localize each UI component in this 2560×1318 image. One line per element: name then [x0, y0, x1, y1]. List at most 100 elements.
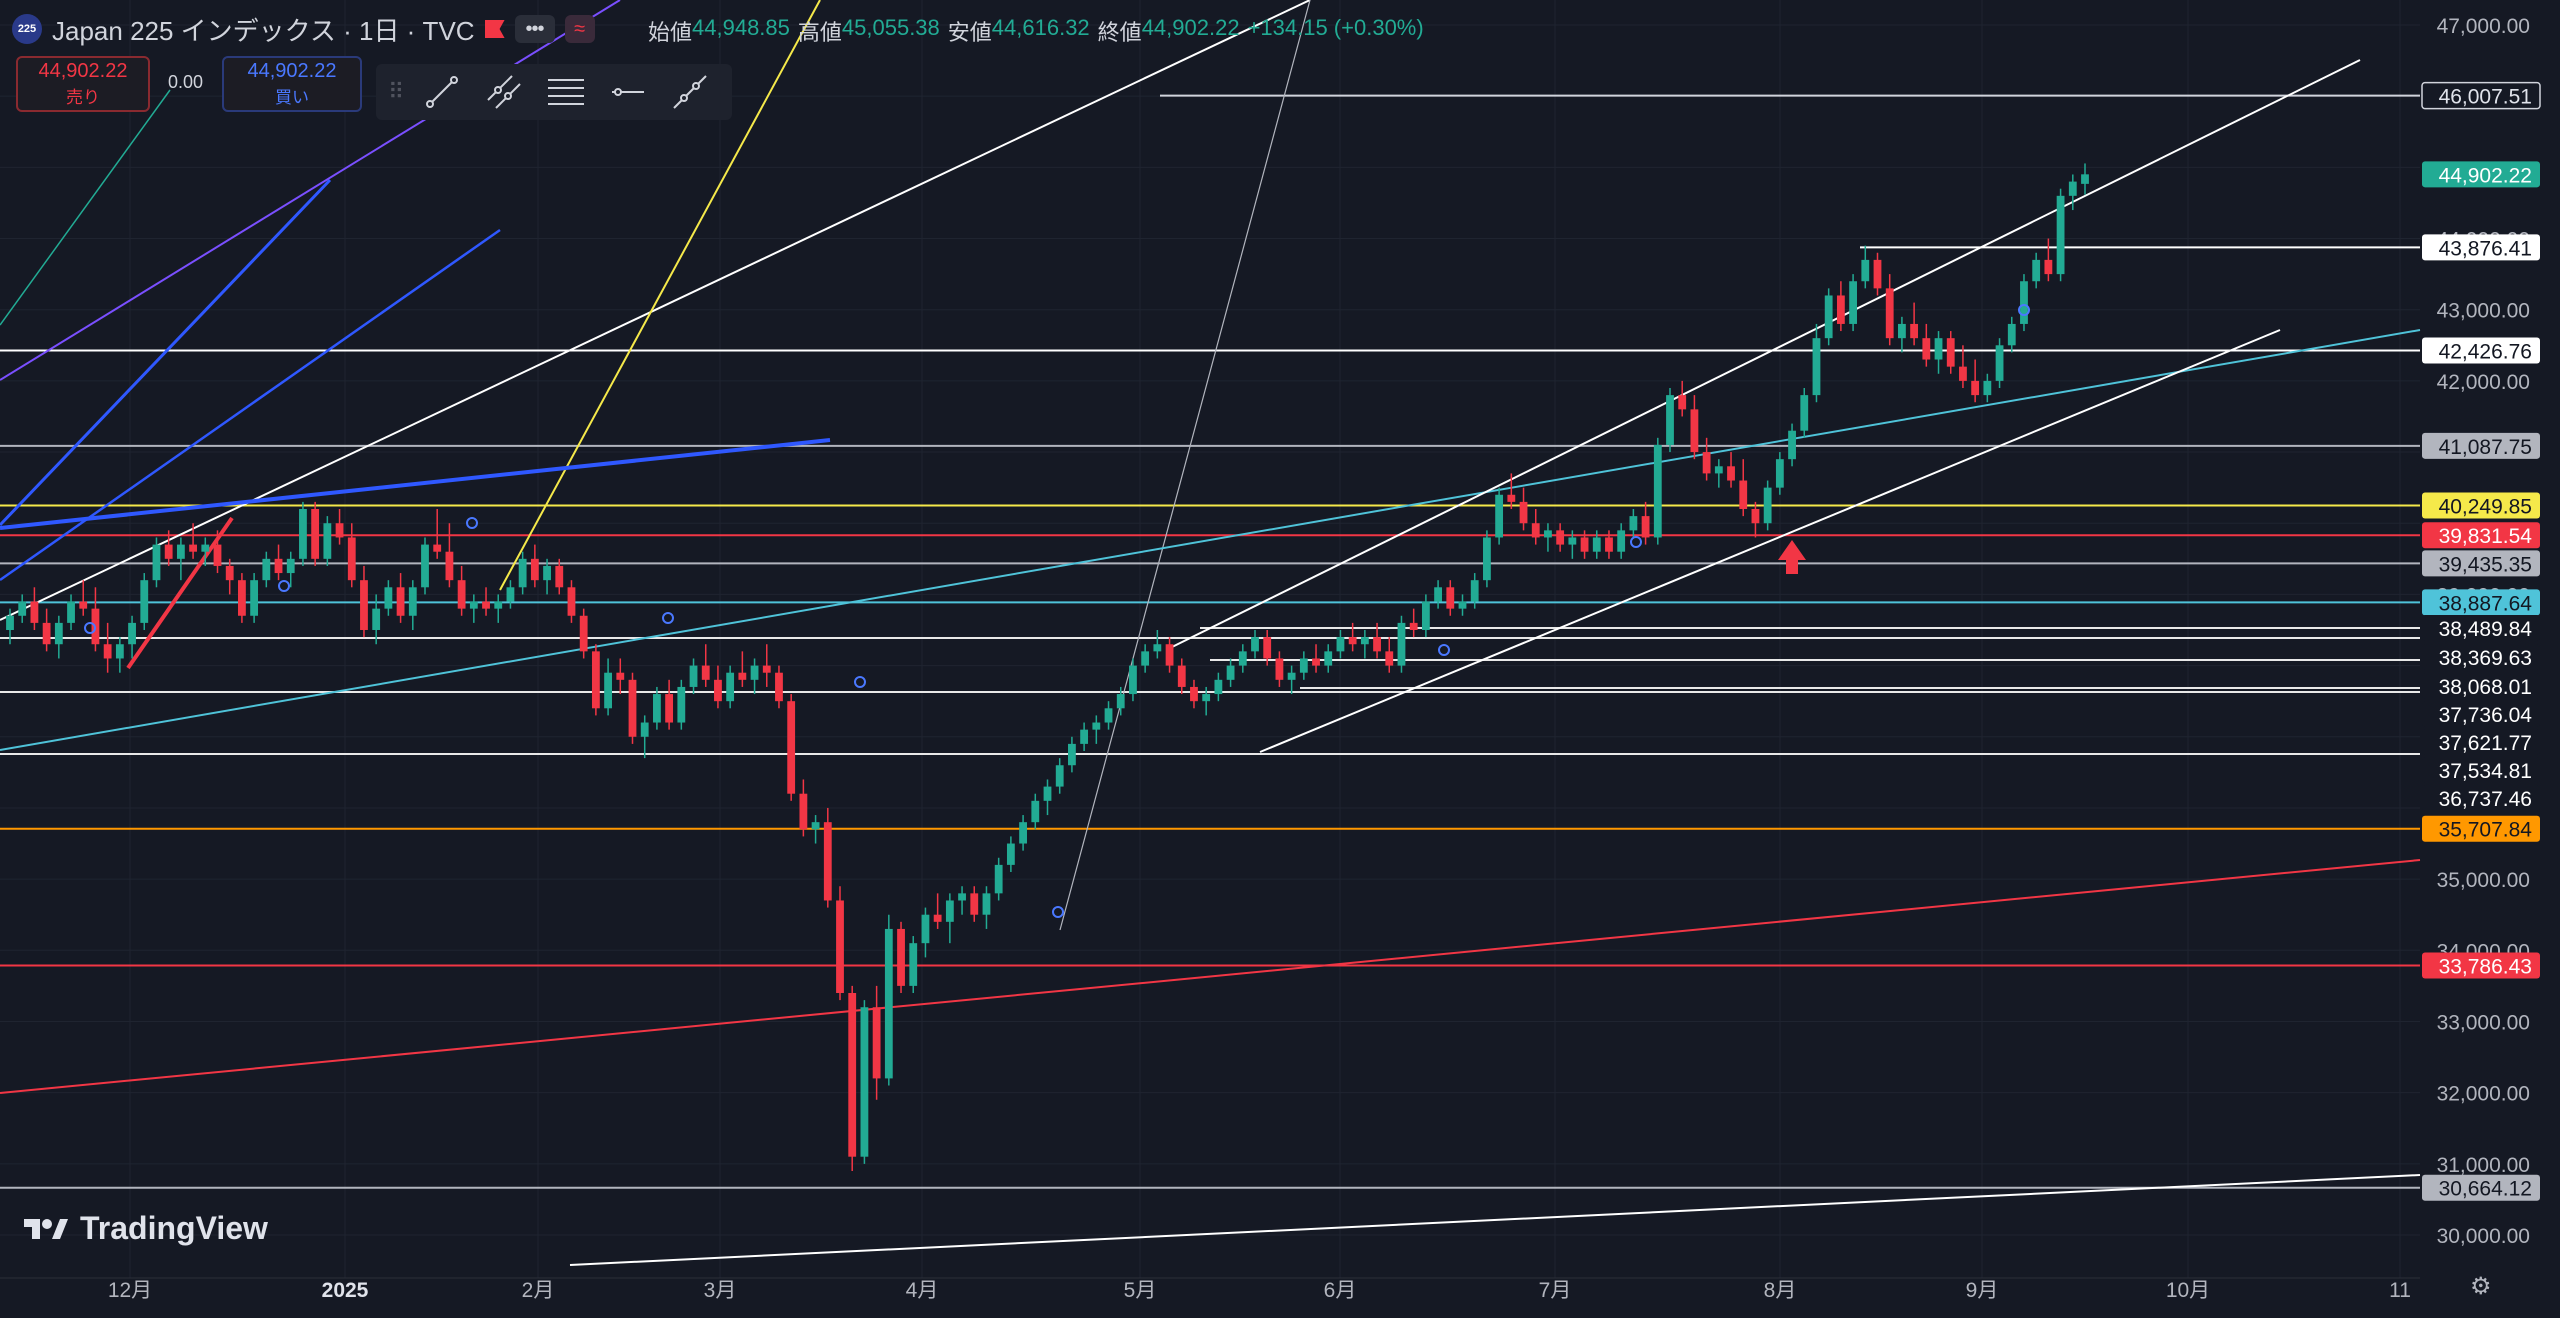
change-value: +134.15 (+0.30%): [1247, 15, 1424, 40]
price-label-text: 44,902.22: [2439, 164, 2532, 187]
candle: [1751, 509, 1760, 524]
candle: [1959, 366, 1967, 381]
candle: [933, 914, 942, 922]
price-label-text: 37,534.81: [2439, 760, 2532, 783]
candle: [1653, 444, 1662, 538]
price-label-text: 38,887.64: [2439, 592, 2533, 615]
candle: [1458, 601, 1467, 609]
parallel-channel-icon[interactable]: [478, 70, 530, 114]
price-label-text: 46,007.51: [2439, 86, 2532, 109]
candle: [1898, 323, 1906, 339]
candle: [2056, 195, 2065, 275]
time-tick-label: 9月: [1966, 1279, 1999, 1302]
chart-settings-icon[interactable]: ⚙: [2470, 1273, 2492, 1300]
event-marker: [1052, 906, 1064, 918]
price-label-badge: [2422, 432, 2540, 459]
candle: [1519, 501, 1528, 524]
candle: [445, 551, 454, 581]
candle: [225, 565, 234, 581]
price-tick-label: 43,000.00: [2437, 300, 2530, 323]
price-label-badge: [2422, 644, 2540, 670]
candle: [884, 928, 893, 1079]
buy-button[interactable]: 44,902.22 買い: [222, 56, 362, 112]
candle: [1507, 494, 1516, 502]
candle: [1068, 743, 1076, 766]
candle: [335, 523, 344, 538]
candle: [2032, 259, 2041, 282]
candle: [738, 672, 747, 680]
candle: [762, 665, 771, 673]
price-label-text: 38,068.01: [2439, 676, 2532, 699]
candle: [1251, 637, 1259, 652]
candle: [775, 672, 783, 702]
close-label: 終値: [1097, 20, 1142, 45]
candle: [1092, 722, 1101, 730]
trend-line: [126, 516, 234, 670]
sell-button[interactable]: 44,902.22 売り: [16, 56, 150, 112]
candle: [164, 544, 173, 559]
tradingview-logo[interactable]: TradingView: [22, 1210, 268, 1247]
candle: [1861, 259, 1870, 282]
compare-icon[interactable]: ≈: [564, 15, 595, 43]
price-label-badge: [2422, 785, 2540, 811]
candle: [1141, 651, 1150, 666]
trend-line: [0, 438, 831, 530]
candle: [384, 587, 393, 609]
price-label-text: 41,087.75: [2439, 436, 2532, 459]
trend-line: [1059, 0, 1311, 931]
candle: [1934, 338, 1943, 360]
trend-line: [0, 859, 2421, 1094]
price-label-text: 36,737.46: [2439, 788, 2532, 811]
candle: [54, 622, 63, 645]
candle: [1617, 530, 1626, 552]
price-tick-label: 32,000.00: [2437, 1083, 2530, 1106]
candle: [848, 993, 857, 1157]
candle: [1690, 409, 1699, 453]
more-options-button[interactable]: •••: [514, 15, 555, 43]
price-label-badge: [2422, 615, 2540, 641]
candle: [1336, 637, 1345, 652]
fib-icon[interactable]: [540, 70, 592, 114]
time-tick-label: 2月: [522, 1279, 555, 1302]
flag-icon[interactable]: [484, 20, 505, 38]
candle: [2068, 181, 2077, 196]
price-tick-label: 42,000.00: [2437, 371, 2530, 394]
candle: [1153, 644, 1162, 652]
candle: [1397, 622, 1406, 666]
horizontal-ray-icon[interactable]: [602, 70, 654, 114]
event-marker: [84, 622, 96, 634]
extended-line-icon[interactable]: [664, 70, 716, 114]
candle: [238, 580, 246, 616]
candle: [2081, 174, 2089, 184]
candle: [1605, 537, 1613, 552]
candle: [2020, 281, 2028, 324]
buy-label: 買い: [275, 88, 309, 107]
candle: [1983, 380, 1992, 396]
candles: [6, 163, 2089, 1171]
candle: [201, 544, 210, 552]
price-label-text: 39,831.54: [2439, 525, 2533, 548]
up-arrow-marker: [1778, 540, 1806, 574]
candle: [1873, 259, 1882, 289]
candle: [1580, 537, 1589, 552]
candle: [1104, 708, 1113, 723]
time-tick-label: 6月: [1324, 1279, 1357, 1302]
time-tick-label: 4月: [906, 1279, 939, 1302]
candle: [530, 558, 539, 581]
candle: [970, 893, 979, 915]
symbol-badge[interactable]: 225: [12, 14, 42, 44]
drag-handle-icon[interactable]: ⠿: [387, 79, 405, 104]
candle: [1226, 665, 1235, 680]
candle: [1202, 694, 1211, 702]
price-label-badge: [2422, 757, 2540, 783]
candle: [1080, 729, 1089, 744]
symbol-title[interactable]: Japan 225 インデックス · 1日 · TVC: [52, 15, 475, 46]
candle: [653, 694, 661, 723]
trend-line: [499, 0, 821, 591]
trend-line-icon[interactable]: [416, 70, 468, 114]
candle: [1214, 679, 1223, 695]
candle: [469, 601, 478, 609]
price-tick-label: 47,000.00: [2437, 15, 2530, 38]
candle: [1775, 459, 1784, 488]
